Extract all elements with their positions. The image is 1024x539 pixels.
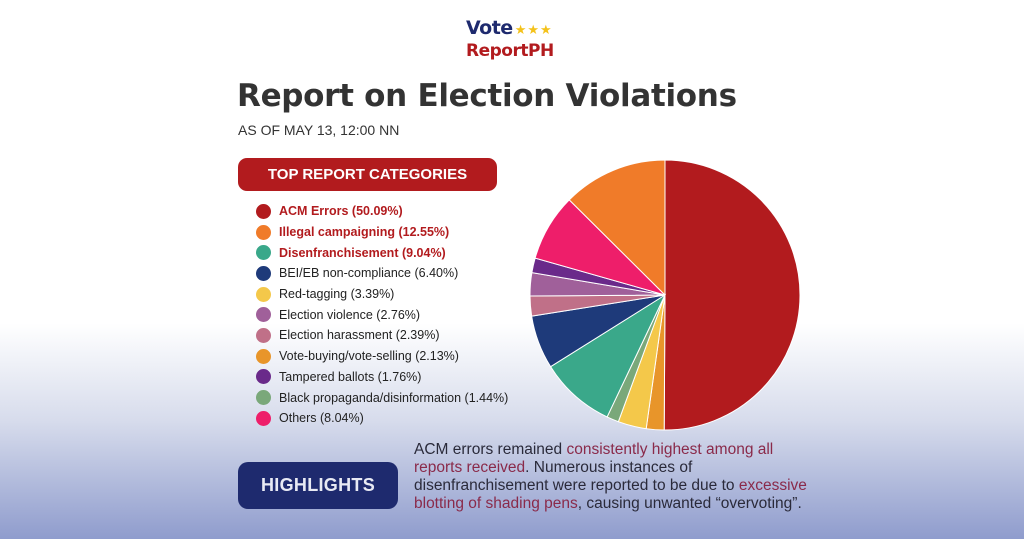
logo-reportph-text: ReportPH (466, 41, 554, 61)
logo-stars: ★★★ (514, 23, 553, 38)
legend-swatch (256, 410, 271, 426)
votereportph-logo: Vote ★★★ ReportPH (466, 18, 566, 61)
page-title: Report on Election Violations (237, 78, 737, 114)
legend-swatch (256, 307, 271, 323)
legend-swatch (256, 390, 271, 406)
legend-label: Vote-buying/vote-selling (2.13%) (279, 349, 459, 364)
legend-item: Election violence (2.76%) (256, 304, 508, 325)
legend-item: ACM Errors (50.09%) (256, 201, 508, 222)
legend-item: Election harassment (2.39%) (256, 325, 508, 346)
legend-label: Red-tagging (3.39%) (279, 287, 395, 302)
legend-swatch (256, 286, 271, 302)
highlights-text: ACM errors remained consistently highest… (414, 441, 814, 513)
legend-swatch (256, 245, 271, 261)
legend-label: BEI/EB non-compliance (6.40%) (279, 266, 459, 281)
top-categories-banner: TOP REPORT CATEGORIES (238, 158, 497, 191)
legend-swatch (256, 224, 271, 240)
highlights-text-part-1: ACM errors remained (414, 441, 567, 458)
logo-vote-text: Vote (466, 17, 513, 39)
pie-slice (663, 159, 801, 431)
legend-label: Black propaganda/disinformation (1.44%) (279, 390, 509, 405)
legend-item: BEI/EB non-compliance (6.40%) (256, 263, 508, 284)
highlights-text-part-2: . Numerous instances of disenfranchiseme… (414, 459, 739, 494)
chart-legend: ACM Errors (50.09%) Illegal campaigning (… (256, 201, 508, 429)
legend-label: Others (8.04%) (279, 411, 364, 426)
highlights-emphasis-1: consistently highest among all reports r… (414, 441, 774, 476)
page-subtitle: AS OF MAY 13, 12:00 NN (238, 122, 400, 138)
legend-item: Red-tagging (3.39%) (256, 284, 508, 305)
legend-swatch (256, 348, 271, 364)
legend-item: Others (8.04%) (256, 408, 508, 429)
legend-item: Disenfranchisement (9.04%) (256, 242, 508, 263)
pie-chart (529, 159, 801, 431)
legend-swatch (256, 203, 271, 219)
legend-label: Election violence (2.76%) (279, 307, 421, 322)
legend-label: Illegal campaigning (12.55%) (279, 225, 450, 240)
legend-item: Vote-buying/vote-selling (2.13%) (256, 346, 508, 367)
pie-slice (568, 159, 666, 297)
legend-label: Disenfranchisement (9.04%) (279, 245, 446, 260)
legend-swatch (256, 369, 271, 385)
legend-item: Tampered ballots (1.76%) (256, 367, 508, 388)
highlights-text-part-3: , causing unwanted “overvoting”. (577, 495, 802, 512)
highlights-label: HIGHLIGHTS (238, 462, 398, 509)
legend-swatch (256, 265, 271, 281)
legend-label: Tampered ballots (1.76%) (279, 369, 422, 384)
legend-item: Black propaganda/disinformation (1.44%) (256, 387, 508, 408)
legend-label: ACM Errors (50.09%) (279, 204, 403, 219)
legend-item: Illegal campaigning (12.55%) (256, 222, 508, 243)
legend-label: Election harassment (2.39%) (279, 328, 440, 343)
highlights-emphasis-2: excessive blotting of shading pens (414, 477, 807, 512)
legend-swatch (256, 327, 271, 343)
